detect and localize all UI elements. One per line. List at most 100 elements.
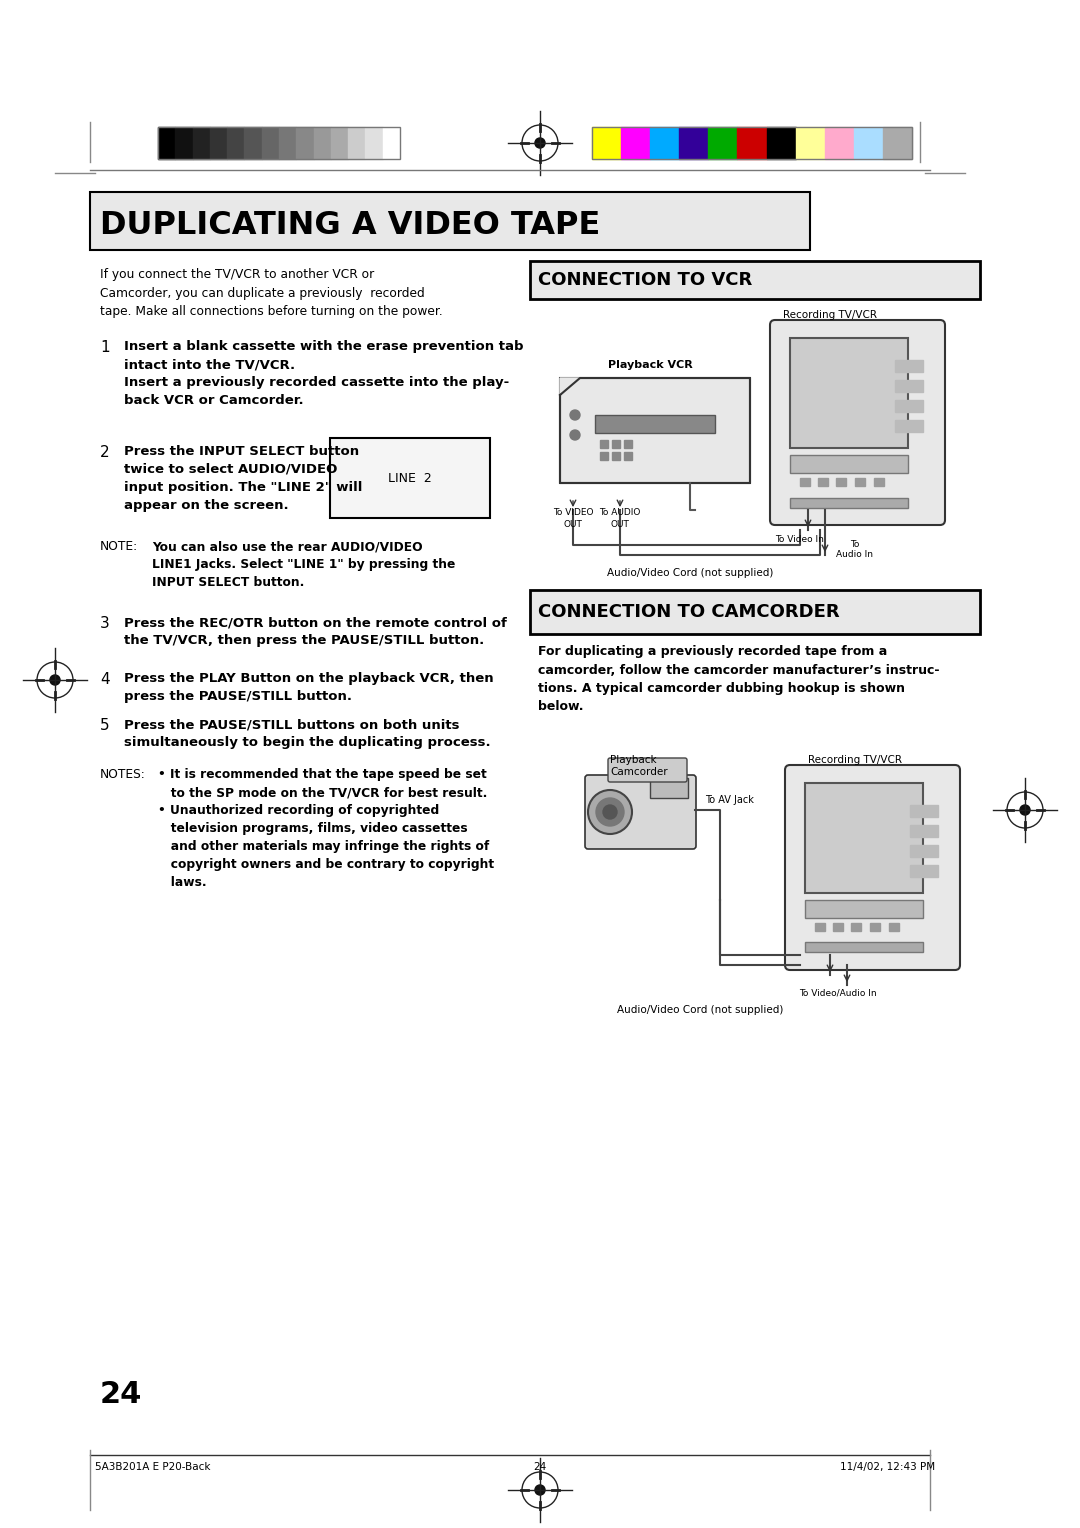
Bar <box>679 127 708 159</box>
Bar <box>833 923 843 931</box>
Bar <box>708 127 738 159</box>
Bar <box>650 127 679 159</box>
Bar <box>365 127 382 159</box>
Bar <box>612 440 620 448</box>
Circle shape <box>570 410 580 420</box>
Circle shape <box>1020 805 1030 814</box>
Bar <box>595 416 715 432</box>
Bar <box>796 127 825 159</box>
Circle shape <box>570 429 580 440</box>
Circle shape <box>588 790 632 834</box>
Text: 3: 3 <box>100 616 110 631</box>
Bar <box>210 127 227 159</box>
Text: If you connect the TV/VCR to another VCR or
Camcorder, you can duplicate a previ: If you connect the TV/VCR to another VCR… <box>100 267 443 318</box>
Bar <box>825 127 854 159</box>
Bar <box>815 923 825 931</box>
Text: For duplicating a previously recorded tape from a
camcorder, follow the camcorde: For duplicating a previously recorded ta… <box>538 645 940 714</box>
Text: Insert a blank cassette with the erase prevention tab
intact into the TV/VCR.
In: Insert a blank cassette with the erase p… <box>124 341 524 406</box>
Text: To Video/Audio In: To Video/Audio In <box>799 989 877 996</box>
Bar <box>621 127 650 159</box>
Text: 2: 2 <box>100 445 110 460</box>
Bar <box>192 127 210 159</box>
Bar <box>805 782 923 892</box>
Circle shape <box>535 138 545 148</box>
Bar <box>175 127 192 159</box>
Bar <box>851 923 861 931</box>
Text: Press the REC/OTR button on the remote control of
the TV/VCR, then press the PAU: Press the REC/OTR button on the remote c… <box>124 616 507 646</box>
Text: To AUDIO: To AUDIO <box>599 507 640 516</box>
Bar <box>330 439 490 518</box>
Text: 5A3B201A E P20-Back: 5A3B201A E P20-Back <box>95 1462 211 1471</box>
Text: Press the PAUSE/STILL buttons on both units
simultaneously to begin the duplicat: Press the PAUSE/STILL buttons on both un… <box>124 718 490 749</box>
Bar <box>910 845 939 857</box>
Bar <box>889 923 899 931</box>
Bar <box>738 127 767 159</box>
Bar <box>227 127 244 159</box>
Bar <box>895 420 923 432</box>
Text: Audio/Video Cord (not supplied): Audio/Video Cord (not supplied) <box>617 1005 783 1015</box>
Text: LINE  2: LINE 2 <box>388 472 432 484</box>
Bar <box>650 778 688 798</box>
Bar <box>90 193 810 251</box>
Bar <box>158 127 400 159</box>
Bar <box>612 452 620 460</box>
Text: CONNECTION TO VCR: CONNECTION TO VCR <box>538 270 753 289</box>
Bar <box>348 127 365 159</box>
Circle shape <box>535 1485 545 1494</box>
Bar <box>874 478 885 486</box>
Bar <box>592 127 912 159</box>
Bar <box>895 380 923 393</box>
Text: Recording TV/VCR: Recording TV/VCR <box>808 755 902 766</box>
Text: NOTE:: NOTE: <box>100 539 138 553</box>
Text: 24: 24 <box>100 1380 143 1409</box>
Bar <box>870 923 880 931</box>
Polygon shape <box>561 377 580 396</box>
Text: 11/4/02, 12:43 PM: 11/4/02, 12:43 PM <box>840 1462 935 1471</box>
Bar <box>313 127 330 159</box>
Bar <box>561 377 750 483</box>
Bar <box>600 440 608 448</box>
Text: Recording TV/VCR: Recording TV/VCR <box>783 310 877 319</box>
FancyBboxPatch shape <box>608 758 687 782</box>
Bar <box>805 900 923 918</box>
Bar <box>910 825 939 837</box>
Bar <box>854 127 883 159</box>
Bar <box>624 440 632 448</box>
Text: Playback
Camcorder: Playback Camcorder <box>610 755 667 776</box>
Bar <box>836 478 846 486</box>
Bar <box>855 478 865 486</box>
Text: OUT: OUT <box>610 520 630 529</box>
Bar <box>624 452 632 460</box>
Bar <box>592 127 621 159</box>
Text: • It is recommended that the tape speed be set
   to the SP mode on the TV/VCR f: • It is recommended that the tape speed … <box>158 769 495 889</box>
Bar <box>244 127 261 159</box>
Bar <box>910 805 939 817</box>
Text: You can also use the rear AUDIO/VIDEO
LINE1 Jacks. Select "LINE 1" by pressing t: You can also use the rear AUDIO/VIDEO LI… <box>152 539 456 588</box>
Text: To VIDEO: To VIDEO <box>553 507 593 516</box>
Bar <box>600 452 608 460</box>
Text: Playback VCR: Playback VCR <box>608 361 692 370</box>
Bar <box>895 400 923 413</box>
Text: To
Audio In: To Audio In <box>837 539 874 559</box>
Text: Audio/Video Cord (not supplied): Audio/Video Cord (not supplied) <box>607 568 773 578</box>
Text: CONNECTION TO CAMCORDER: CONNECTION TO CAMCORDER <box>538 604 839 620</box>
Text: NOTES:: NOTES: <box>100 769 146 781</box>
Bar <box>279 127 296 159</box>
Text: DUPLICATING A VIDEO TAPE: DUPLICATING A VIDEO TAPE <box>100 209 600 240</box>
Bar <box>789 338 908 448</box>
Text: 4: 4 <box>100 672 110 688</box>
Bar <box>805 941 923 952</box>
Text: OUT: OUT <box>564 520 582 529</box>
Bar <box>910 865 939 877</box>
Bar <box>382 127 400 159</box>
Bar <box>883 127 912 159</box>
Circle shape <box>603 805 617 819</box>
Circle shape <box>596 798 624 827</box>
Bar <box>895 361 923 371</box>
Text: Press the PLAY Button on the playback VCR, then
press the PAUSE/STILL button.: Press the PLAY Button on the playback VC… <box>124 672 494 703</box>
FancyBboxPatch shape <box>770 319 945 526</box>
Bar <box>296 127 313 159</box>
Text: To Video In: To Video In <box>775 535 824 544</box>
Bar <box>789 455 908 474</box>
Text: 24: 24 <box>534 1462 546 1471</box>
